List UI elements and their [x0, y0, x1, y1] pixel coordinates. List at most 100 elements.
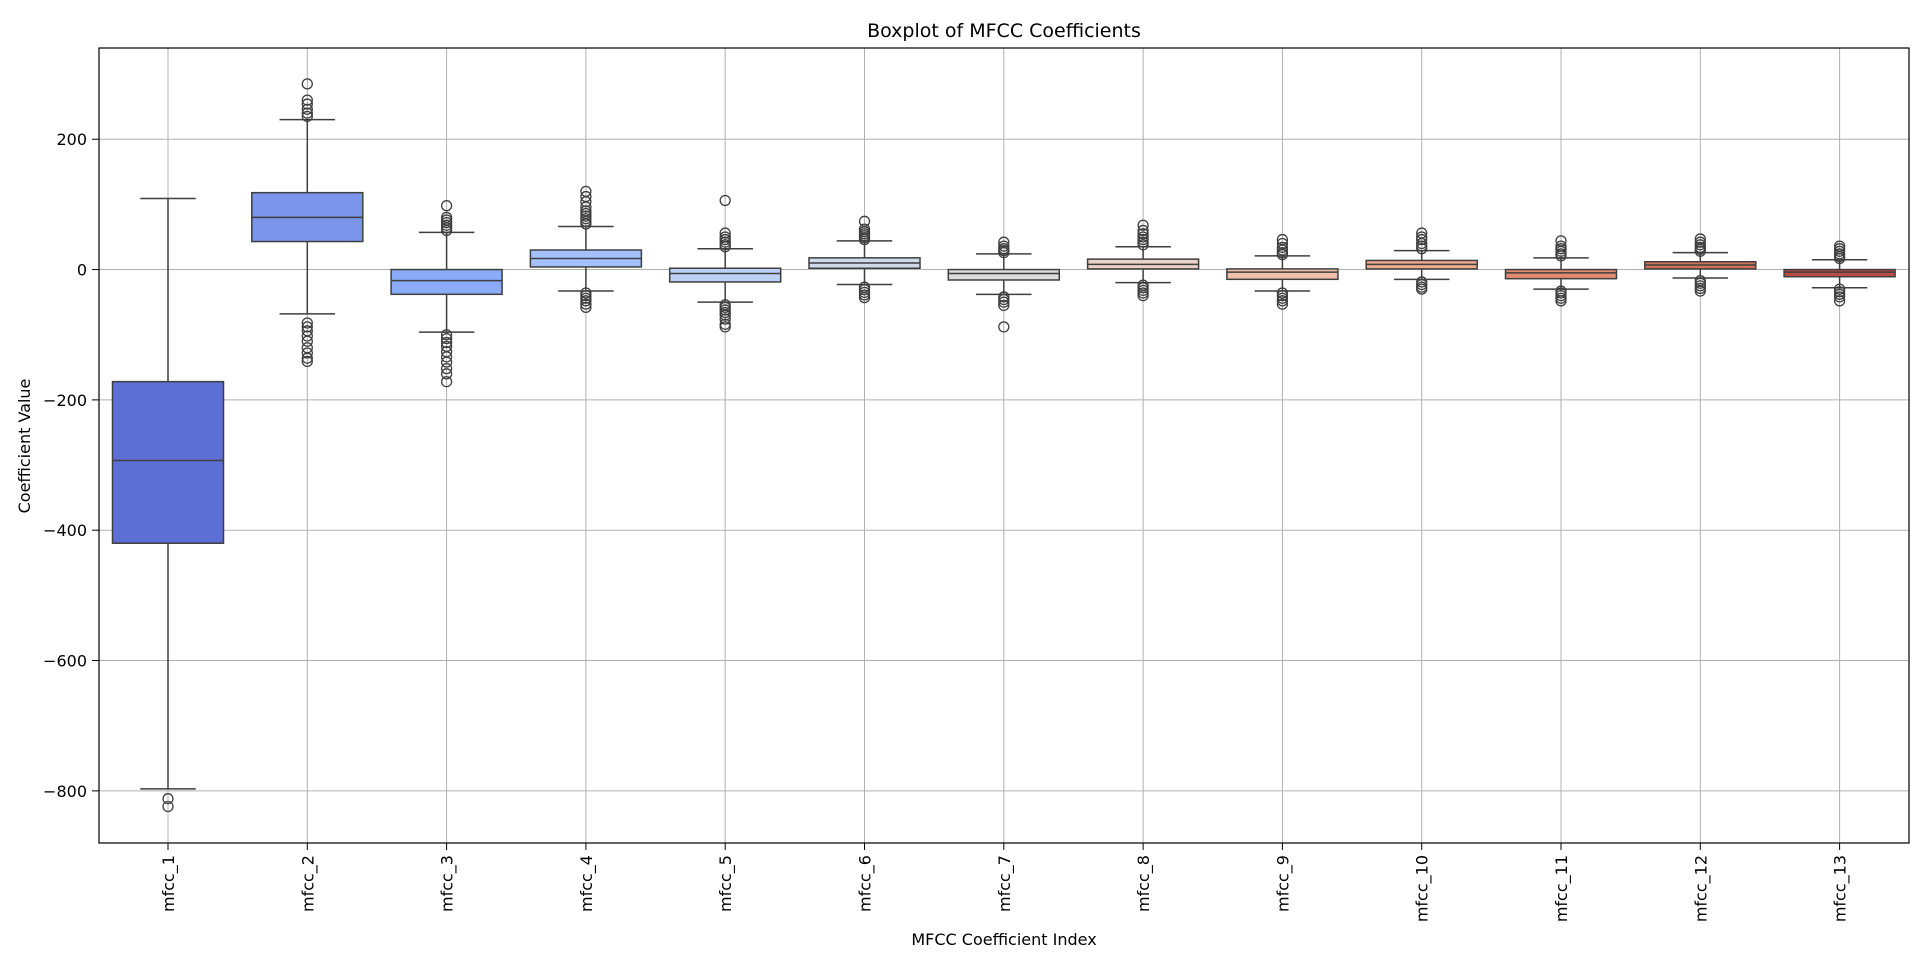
box-mfcc_13	[1783, 240, 1896, 307]
box-iqr	[1783, 268, 1896, 278]
outlier-point	[1276, 295, 1289, 307]
outlier-point	[301, 107, 313, 119]
box-iqr	[111, 380, 225, 544]
box-mfcc_2	[251, 78, 364, 368]
x-tick-label: mfcc_4	[577, 855, 597, 912]
outlier-point	[440, 336, 453, 349]
outlier-point	[162, 800, 174, 813]
outlier-point	[301, 110, 313, 123]
box-iqr	[1226, 268, 1339, 281]
outlier-point	[1137, 231, 1149, 243]
outlier-point	[858, 215, 871, 227]
y-tick-label: −800	[43, 782, 87, 801]
outlier-point	[580, 295, 592, 307]
outlier-point	[440, 368, 453, 380]
box-mfcc_6	[808, 215, 921, 304]
x-tick-label: mfcc_7	[995, 855, 1015, 912]
outlier-point	[1416, 227, 1428, 239]
box-mfcc_3	[390, 200, 503, 388]
outlier-point	[580, 190, 592, 203]
outlier-point	[858, 223, 871, 235]
outlier-point	[1694, 285, 1706, 297]
outlier-point	[301, 335, 313, 347]
x-tick-label: mfcc_10	[1413, 855, 1433, 922]
outlier-point	[301, 78, 313, 90]
outlier-point	[719, 194, 731, 207]
y-tick-label: −200	[43, 391, 87, 410]
outlier-point	[1137, 224, 1149, 237]
outlier-point	[719, 321, 731, 333]
outlier-point	[1694, 233, 1706, 245]
outlier-point	[1276, 237, 1289, 250]
outlier-point	[1416, 231, 1428, 243]
outlier-point	[1833, 295, 1846, 307]
box-layer	[111, 78, 1896, 813]
x-tick-label: mfcc_12	[1691, 855, 1711, 922]
outlier-point	[1137, 219, 1149, 231]
outlier-point	[580, 185, 592, 198]
x-tick-label: mfcc_8	[1134, 855, 1154, 912]
x-tick-label: mfcc_6	[856, 855, 876, 912]
outlier-point	[301, 98, 313, 110]
outlier-point	[440, 362, 453, 375]
y-tick-label: −600	[43, 652, 87, 671]
box-mfcc_8	[1086, 219, 1200, 302]
x-tick-label: mfcc_9	[1273, 855, 1293, 912]
y-tick-label: −400	[43, 521, 87, 540]
box-mfcc_5	[668, 194, 782, 333]
x-tick-label: mfcc_3	[438, 855, 458, 912]
y-axis-ticks: −800 −600 −400 −200 0 200	[43, 130, 99, 801]
outlier-point	[1555, 240, 1567, 252]
outlier-point	[1276, 233, 1289, 246]
outlier-point	[1276, 298, 1289, 310]
x-tick-label: mfcc_1	[159, 855, 179, 912]
outlier-point	[1694, 236, 1706, 248]
outlier-point	[998, 236, 1010, 248]
box-iqr	[668, 267, 782, 283]
outlier-point	[440, 329, 453, 341]
outlier-point	[858, 291, 871, 304]
box-iqr	[390, 268, 503, 296]
outlier-point	[580, 301, 592, 314]
box-iqr	[1504, 268, 1618, 280]
box-mfcc_4	[529, 185, 643, 314]
outlier-point	[440, 211, 453, 224]
outlier-point	[440, 356, 453, 368]
y-tick-label: 0	[77, 261, 87, 280]
outlier-point	[719, 231, 731, 243]
outlier-point	[440, 375, 453, 388]
outlier-point	[1137, 289, 1149, 302]
x-tick-label: mfcc_5	[716, 855, 736, 912]
outlier-point	[998, 321, 1010, 333]
outlier-point	[1555, 235, 1567, 247]
y-axis-label: Coefficient Value	[15, 379, 34, 514]
outlier-point	[1276, 241, 1289, 254]
box-mfcc_11	[1504, 235, 1618, 307]
outlier-point	[719, 227, 731, 239]
x-axis-ticks: mfcc_1 mfcc_2 mfcc_3 mfcc_4 mfcc_5 mfcc_6 mfcc…	[159, 843, 1851, 922]
outlier-point	[719, 309, 731, 321]
outlier-point	[1833, 240, 1846, 252]
outlier-point	[998, 240, 1010, 252]
outlier-point	[998, 296, 1010, 308]
outlier-point	[1833, 291, 1846, 303]
box-mfcc_1	[111, 197, 225, 813]
outlier-point	[301, 347, 313, 359]
outlier-point	[1555, 295, 1567, 307]
box-mfcc_7	[947, 236, 1061, 333]
outlier-point	[301, 330, 313, 342]
x-tick-label: mfcc_2	[298, 855, 318, 912]
box-mfcc_12	[1644, 233, 1757, 297]
outlier-point	[719, 313, 731, 325]
outlier-point	[162, 793, 174, 805]
outlier-point	[580, 298, 592, 310]
outlier-point	[301, 103, 313, 115]
outlier-point	[998, 299, 1010, 312]
outlier-point	[301, 94, 313, 106]
box-mfcc_10	[1365, 227, 1478, 295]
outlier-point	[440, 332, 453, 345]
box-mfcc_9	[1226, 233, 1339, 310]
chart-title: Boxplot of MFCC Coefficients	[867, 20, 1141, 42]
outlier-point	[301, 317, 313, 329]
